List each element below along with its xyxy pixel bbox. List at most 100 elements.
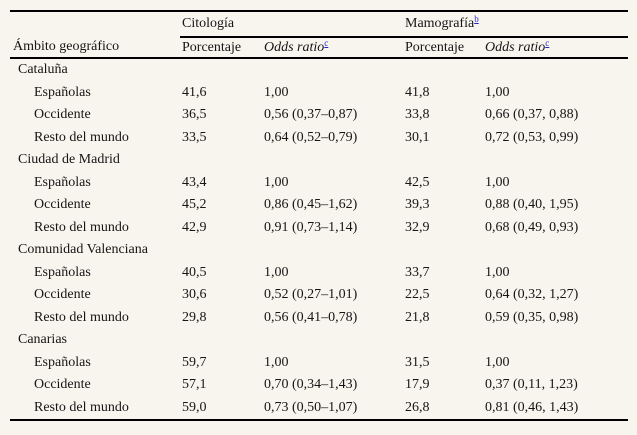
citologia-porcentaje: 59,7 [182, 354, 207, 370]
group-header-row: Ciudad de Madrid [10, 149, 628, 172]
data-row: Occidente 36,5 0,56 (0,37–0,87) 33,8 0,66 (0… [10, 104, 628, 127]
mamografia-odds-ratio: 0,88 (0,40, 1,95) [485, 197, 579, 213]
citologia-porcentaje: 43,4 [182, 174, 207, 190]
group-header-row: Cataluña [10, 58, 628, 82]
mamografia-porcentaje: 30,1 [405, 129, 430, 145]
mamografia-porcentaje: 21,8 [405, 309, 430, 325]
data-row: Resto del mundo 33,5 0,64 (0,52–0,79) 30,1 0… [10, 127, 628, 150]
citologia-odds-ratio-label: Odds ratio [264, 39, 325, 55]
row-label: Españolas [34, 354, 91, 370]
group-header-row: Canarias [10, 329, 628, 352]
row-label: Occidente [34, 107, 91, 123]
footnote-link-c-citologia[interactable]: c [324, 37, 329, 48]
mamografia-porcentaje: 26,8 [405, 399, 430, 415]
empty-corner-cell [10, 11, 180, 37]
mamografia-odds-ratio: 1,00 [485, 84, 510, 100]
data-row: Resto del mundo 59,0 0,73 (0,50–1,07) 26,8 0… [10, 397, 628, 421]
mamografia-odds-ratio: 0,68 (0,49, 0,93) [485, 219, 579, 235]
group-name: Canarias [18, 332, 67, 348]
row-label: Occidente [34, 287, 91, 303]
mamografia-porcentaje: 22,5 [405, 287, 430, 303]
citologia-odds-ratio: 0,56 (0,37–0,87) [264, 107, 358, 123]
screening-table-container: Citología Mamografíab Ámbito geográfico … [10, 10, 629, 421]
row-label: Españolas [34, 84, 91, 100]
row-label: Españolas [34, 174, 91, 190]
mamografia-group-header: Mamografíab [403, 11, 629, 38]
citologia-odds-ratio: 1,00 [264, 174, 289, 190]
mamografia-porcentaje: 41,8 [405, 84, 430, 100]
citologia-porcentaje-header: Porcentaje [180, 37, 262, 59]
mamografia-odds-ratio-label: Odds ratio [485, 39, 546, 55]
citologia-porcentaje: 36,5 [182, 107, 207, 123]
citologia-label: Citología [182, 16, 235, 31]
citologia-porcentaje: 41,6 [182, 84, 207, 100]
citologia-porcentaje: 45,2 [182, 197, 207, 213]
footnote-link-c-mamografia[interactable]: c [545, 37, 550, 48]
citologia-odds-ratio: 1,00 [264, 264, 289, 280]
citologia-porcentaje: 30,6 [182, 287, 207, 303]
mamografia-odds-ratio: 0,81 (0,46, 1,43) [485, 399, 579, 415]
data-row: Resto del mundo 29,8 0,56 (0,41–0,78) 21,8 0… [10, 307, 628, 330]
citologia-odds-ratio: 0,70 (0,34–1,43) [264, 377, 358, 393]
table-body: Cataluña Españolas 41,6 1,00 41,8 1,00 Occiden… [10, 58, 628, 420]
data-row: Españolas 43,4 1,00 42,5 1,00 [10, 172, 628, 195]
citologia-odds-ratio: 0,91 (0,73–1,14) [264, 219, 358, 235]
data-row: Españolas 41,6 1,00 41,8 1,00 [10, 82, 628, 105]
citologia-odds-ratio: 0,73 (0,50–1,07) [264, 399, 358, 415]
mamografia-odds-ratio: 0,72 (0,53, 0,99) [485, 129, 579, 145]
row-label: Occidente [34, 377, 91, 393]
mamografia-porcentaje-header: Porcentaje [403, 37, 483, 59]
group-name: Ciudad de Madrid [18, 152, 120, 168]
footnote-link-b[interactable]: b [474, 14, 479, 25]
citologia-odds-ratio: 0,86 (0,45–1,62) [264, 197, 358, 213]
row-label: Resto del mundo [34, 129, 129, 145]
screening-table: Citología Mamografíab Ámbito geográfico … [10, 10, 629, 421]
row-label: Resto del mundo [34, 309, 129, 325]
citologia-porcentaje: 29,8 [182, 309, 207, 325]
citologia-odds-ratio: 1,00 [264, 84, 289, 100]
group-header-row: Comunidad Valenciana [10, 239, 628, 262]
data-row: Occidente 57,1 0,70 (0,34–1,43) 17,9 0,37 (0… [10, 374, 628, 397]
citologia-odds-ratio: 0,64 (0,52–0,79) [264, 129, 358, 145]
mamografia-porcentaje: 33,8 [405, 107, 430, 123]
citologia-porcentaje: 57,1 [182, 377, 207, 393]
row-label: Resto del mundo [34, 219, 129, 235]
mamografia-label: Mamografía [405, 16, 475, 31]
mamografia-odds-ratio: 0,59 (0,35, 0,98) [485, 309, 579, 325]
row-label: Españolas [34, 264, 91, 280]
citologia-group-header: Citología [180, 11, 403, 38]
citologia-porcentaje: 42,9 [182, 219, 207, 235]
table-header: Citología Mamografíab Ámbito geográfico … [10, 11, 629, 59]
mamografia-odds-ratio: 0,37 (0,11, 1,23) [485, 377, 578, 393]
column-group-header-row: Citología Mamografíab [10, 11, 629, 38]
data-row: Españolas 40,5 1,00 33,7 1,00 [10, 262, 628, 285]
mamografia-odds-ratio: 1,00 [485, 264, 510, 280]
group-name: Cataluña [18, 62, 68, 78]
citologia-odds-ratio: 1,00 [264, 354, 289, 370]
mamografia-porcentaje: 17,9 [405, 377, 430, 393]
group-name: Comunidad Valenciana [18, 242, 148, 258]
citologia-porcentaje: 33,5 [182, 129, 207, 145]
mamografia-porcentaje: 32,9 [405, 219, 430, 235]
citologia-odds-ratio: 0,52 (0,27–1,01) [264, 287, 358, 303]
row-header-ambito-geografico: Ámbito geográfico [10, 37, 180, 59]
mamografia-porcentaje: 33,7 [405, 264, 430, 280]
mamografia-odds-ratio: 1,00 [485, 354, 510, 370]
data-row: Occidente 45,2 0,86 (0,45–1,62) 39,3 0,88 (0… [10, 194, 628, 217]
row-label: Occidente [34, 197, 91, 213]
data-row: Occidente 30,6 0,52 (0,27–1,01) 22,5 0,64 (0… [10, 284, 628, 307]
mamografia-porcentaje: 42,5 [405, 174, 430, 190]
data-row: Resto del mundo 42,9 0,91 (0,73–1,14) 32,9 0… [10, 217, 628, 240]
mamografia-odds-ratio: 0,64 (0,32, 1,27) [485, 287, 579, 303]
mamografia-porcentaje: 39,3 [405, 197, 430, 213]
mamografia-odds-ratio-header: Odds ratioc [483, 37, 629, 59]
mamografia-odds-ratio: 1,00 [485, 174, 510, 190]
row-label: Resto del mundo [34, 399, 129, 415]
citologia-porcentaje: 40,5 [182, 264, 207, 280]
citologia-odds-ratio-header: Odds ratioc [262, 37, 403, 59]
data-row: Españolas 59,7 1,00 31,5 1,00 [10, 352, 628, 375]
subheader-row: Ámbito geográfico Porcentaje Odds ratioc… [10, 37, 629, 59]
mamografia-porcentaje: 31,5 [405, 354, 430, 370]
citologia-odds-ratio: 0,56 (0,41–0,78) [264, 309, 358, 325]
citologia-porcentaje: 59,0 [182, 399, 207, 415]
